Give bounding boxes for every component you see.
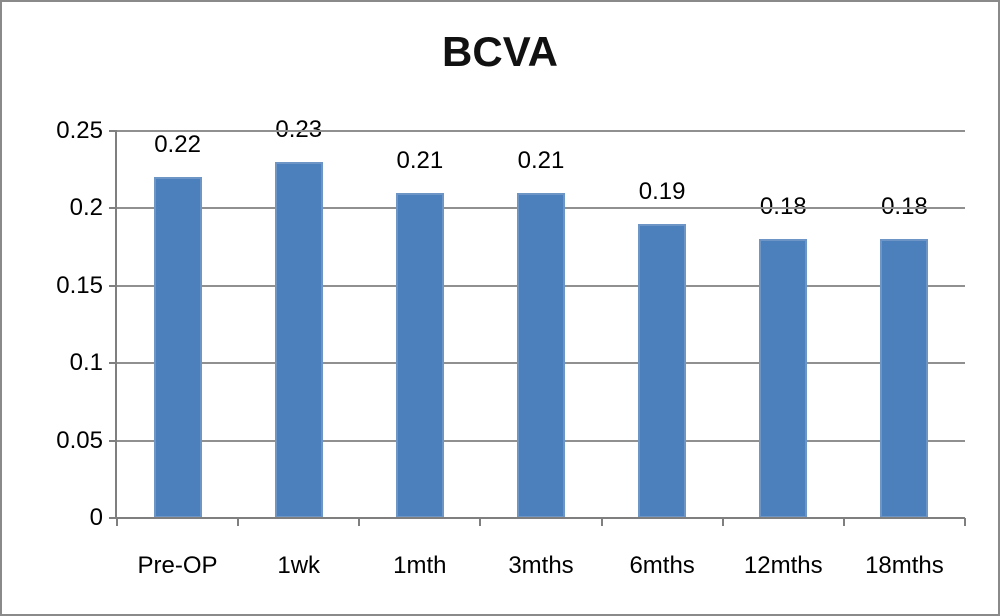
bar-value-label: 0.21 [517, 146, 565, 174]
y-axis-tick-label: 0.1 [69, 349, 103, 377]
x-axis-tick [721, 518, 724, 526]
x-axis-category-label: 18mths [865, 552, 944, 579]
x-axis-tick [237, 518, 240, 526]
bar-value-label: 0.21 [396, 146, 444, 174]
bar [153, 177, 202, 518]
bar-value-label: 0.22 [154, 131, 201, 159]
x-axis-tick [600, 518, 603, 526]
y-axis-tick [109, 439, 117, 442]
gridline [117, 130, 965, 132]
bar [638, 223, 687, 518]
y-axis-tick-label: 0.15 [56, 271, 103, 299]
x-axis-category-label: 1wk [277, 552, 321, 579]
y-axis-tick-label: 0.2 [69, 194, 103, 222]
x-axis-category-label: 6mths [629, 552, 695, 579]
y-axis-tick [109, 130, 117, 132]
bar-value-label: 0.23 [275, 115, 323, 143]
y-axis-tick [109, 284, 117, 287]
y-axis-tick-label: 0.25 [56, 117, 103, 144]
chart-title: BCVA [442, 28, 558, 75]
x-axis-tick [964, 518, 966, 526]
y-axis-tick [109, 207, 117, 210]
x-axis-line [109, 517, 965, 519]
x-axis-category-label: 12mths [743, 552, 823, 579]
x-axis-tick [479, 518, 482, 526]
bar [517, 192, 565, 518]
x-axis-tick [842, 518, 845, 526]
bar-value-label: 0.18 [881, 193, 928, 221]
bar [759, 239, 808, 518]
x-axis-tick [116, 518, 118, 526]
y-axis-tick [109, 362, 117, 365]
x-axis-category-label: Pre-OP [137, 552, 218, 579]
x-axis-category-label: 1mth [393, 552, 447, 579]
y-axis-tick-label: 0 [89, 504, 103, 531]
bar-value-label: 0.19 [638, 177, 686, 205]
y-axis-line [115, 131, 117, 519]
bar [274, 161, 323, 518]
bar [395, 192, 444, 518]
x-axis-category-label: 3mths [508, 552, 574, 579]
bar [880, 239, 929, 518]
bar-value-label: 0.18 [759, 193, 807, 221]
x-axis-tick [358, 518, 361, 526]
y-axis-tick-label: 0.05 [56, 426, 103, 454]
